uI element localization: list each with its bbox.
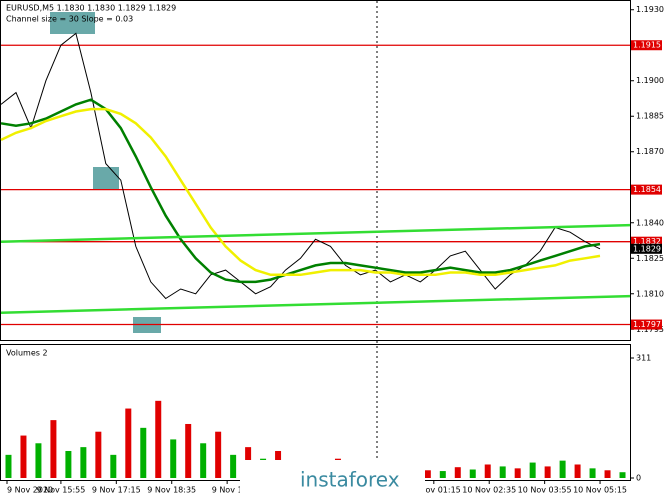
y-tick-label: 1.1810 xyxy=(636,289,664,298)
volume-bar xyxy=(424,470,431,478)
series-line xyxy=(0,223,631,243)
y-tick-label: 311 xyxy=(636,354,651,363)
x-tick-label: 10 Nov 05:15 xyxy=(573,486,627,495)
x-tick-label: 10 Nov 02:35 xyxy=(462,486,516,495)
y-tick-label: 1.1930 xyxy=(636,5,664,14)
x-tick-label: 9 Nov 15:55 xyxy=(36,486,85,495)
volume-bar xyxy=(619,472,626,478)
volume-bar xyxy=(469,469,476,478)
volume-bar xyxy=(559,460,566,478)
volume-bar xyxy=(80,447,87,478)
series-line xyxy=(0,32,601,300)
watermark-box: instaforex xyxy=(240,460,425,499)
zone-box xyxy=(50,12,95,34)
volume-bar xyxy=(155,400,162,478)
volume-bar xyxy=(574,464,581,478)
level-label: 1.1915 xyxy=(633,41,661,50)
volume-bar xyxy=(589,468,596,478)
level-tag xyxy=(631,236,662,247)
y-tick-label: 1.1900 xyxy=(636,76,664,85)
level-label: 1.1832 xyxy=(633,237,661,246)
series-line xyxy=(0,294,631,314)
level-tag xyxy=(631,184,662,195)
volume-bar xyxy=(95,431,102,478)
volume-bar xyxy=(125,408,132,478)
volume-bar xyxy=(544,466,551,478)
level-label: 1.1797 xyxy=(633,320,661,329)
level-tag xyxy=(631,319,662,330)
series-line xyxy=(0,107,601,277)
zone-box xyxy=(93,167,119,189)
x-tick-label: 9 Nov 18:35 xyxy=(147,486,196,495)
watermark: instaforex xyxy=(300,468,400,492)
x-tick-label: 10 Nov 01:15 xyxy=(407,486,461,495)
volume-bar xyxy=(185,423,192,478)
x-tick-label: 9 Nov 2020 xyxy=(7,486,53,495)
volume-bar xyxy=(5,454,12,478)
volume-bar xyxy=(439,471,446,478)
volume-bar xyxy=(529,462,536,478)
price-tag xyxy=(631,243,662,254)
subtitle: Channel size = 30 Slope = 0.03 xyxy=(6,15,133,24)
volume-bar xyxy=(20,435,27,478)
price-label: 1.1829 xyxy=(633,244,661,253)
volume-bar xyxy=(65,450,72,478)
y-tick-label: 1.1840 xyxy=(636,218,664,227)
volume-bar xyxy=(35,443,42,478)
y-tick-label: 0 xyxy=(636,474,641,483)
y-tick-label: 1.1870 xyxy=(636,147,664,156)
chart-title: EURUSD,M5 1.1830 1.1830 1.1829 1.1829 xyxy=(6,4,176,13)
volume-bar xyxy=(215,431,222,478)
volume-bar xyxy=(230,454,237,478)
volume-bar xyxy=(50,420,57,478)
volume-panel xyxy=(0,344,631,481)
y-tick-label: 1.1825 xyxy=(636,254,664,263)
series-line xyxy=(0,98,601,284)
level-label: 1.1854 xyxy=(633,185,661,194)
volume-bar xyxy=(140,427,147,478)
volume-bar xyxy=(604,470,611,478)
watermark-bg xyxy=(240,460,425,499)
x-tick-label: 10 Nov 03:55 xyxy=(518,486,572,495)
volume-title: Volumes 2 xyxy=(6,349,48,358)
level-tag xyxy=(631,40,662,51)
volume-bar xyxy=(200,443,207,478)
volume-bar xyxy=(484,464,491,478)
volume-bar xyxy=(454,467,461,478)
x-tick-label: 9 Nov 17:15 xyxy=(92,486,141,495)
x-tick-label: 9 Nov 1 xyxy=(212,486,243,495)
volume-bar xyxy=(170,439,177,478)
volume-bar xyxy=(110,454,117,478)
y-tick-label: 1.1885 xyxy=(636,112,664,121)
volume-bar xyxy=(514,468,521,478)
volume-bar xyxy=(499,466,506,478)
